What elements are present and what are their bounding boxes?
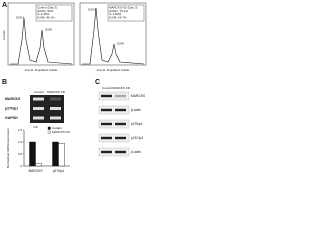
blot (98, 119, 130, 129)
row-label: β-actin (131, 108, 141, 112)
band (115, 136, 126, 140)
bar (29, 141, 36, 167)
stat: S: 4.45% (37, 12, 50, 16)
x-tick-label: p27kip1 (53, 169, 65, 173)
blot (98, 91, 130, 101)
band (115, 94, 126, 98)
band (115, 150, 126, 154)
band (101, 122, 112, 126)
y-tick-label: 0.5 (18, 152, 23, 156)
stat: G2/M: 45.1% (37, 15, 55, 19)
histogram-left (7, 2, 75, 66)
peak-label: G2/M (117, 42, 125, 46)
lane-label: MARCKS KD (47, 90, 66, 94)
stat: G0/G1: 76.1% (109, 9, 128, 13)
row-label: GAPDH (5, 116, 18, 120)
band (50, 97, 61, 101)
histogram-right (79, 2, 147, 66)
y-tick-label: 1.5 (18, 128, 23, 132)
band (115, 108, 126, 112)
band (101, 108, 112, 112)
stats-box (107, 4, 145, 22)
panel-label: B (2, 79, 7, 86)
band (33, 107, 44, 110)
blot (98, 105, 130, 115)
y-tick-label: 0 (20, 164, 22, 168)
stat: S: 4.83% (109, 12, 122, 16)
row-label: p27kip1 (5, 106, 18, 110)
plot-frame (79, 2, 147, 66)
lane-label: Control (34, 90, 44, 94)
lane-label: MARCKS KD (112, 86, 131, 90)
panel-label: A (2, 2, 7, 9)
band (33, 116, 44, 120)
y-label: Counts (2, 30, 6, 40)
stats-box (35, 4, 73, 22)
row-label: β-actin (131, 150, 141, 154)
bar (35, 163, 42, 167)
y-tick-label: 1.0 (18, 140, 23, 144)
lane-label: Control (102, 86, 112, 90)
bar (52, 141, 59, 167)
band (101, 150, 112, 154)
band (101, 136, 112, 140)
row-label: p27kip1 (131, 122, 143, 126)
annotation: NS (33, 125, 37, 129)
histogram-trace (10, 17, 73, 65)
x-label: FL2-H: Propidium Iodide (97, 68, 130, 72)
peak-label: G2/M (45, 28, 53, 32)
band (101, 94, 112, 98)
plot-frame (7, 2, 75, 66)
blot (98, 147, 130, 157)
panel-label: C (95, 79, 100, 86)
x-tick-label: MARCKS (28, 169, 43, 173)
legend-swatch (47, 126, 51, 130)
annotation: * (58, 127, 60, 131)
x-label: FL2-H: Propidium Iodide (25, 68, 58, 72)
stat: G0/G1: 50% (37, 9, 54, 13)
row-label: MARCKS (5, 97, 21, 101)
row-label: MARCKS (131, 94, 146, 98)
peak-label: G0/G1 (16, 16, 25, 20)
stat: G2/M: 19.7% (109, 15, 127, 19)
legend-label: MARCKS KD (52, 130, 71, 134)
bar (58, 142, 65, 167)
legend-label: Control (52, 126, 62, 130)
legend-swatch (47, 130, 51, 134)
row-label: p21Cip1 (131, 136, 143, 140)
y-label: Normalized mRNA expression (6, 128, 10, 168)
plot-title: MARCKS KD (Day 3) (109, 5, 138, 9)
band (50, 107, 61, 110)
band (50, 116, 61, 120)
figure: A Counts FL2-H: Propidium Iodide FL2-H: … (2, 2, 147, 173)
plot-title: Control (Day 3) (37, 5, 57, 9)
band (33, 97, 44, 101)
histogram-trace (82, 7, 145, 65)
blot (98, 133, 130, 143)
band (115, 122, 126, 126)
peak-label: G0/G1 (88, 8, 97, 12)
